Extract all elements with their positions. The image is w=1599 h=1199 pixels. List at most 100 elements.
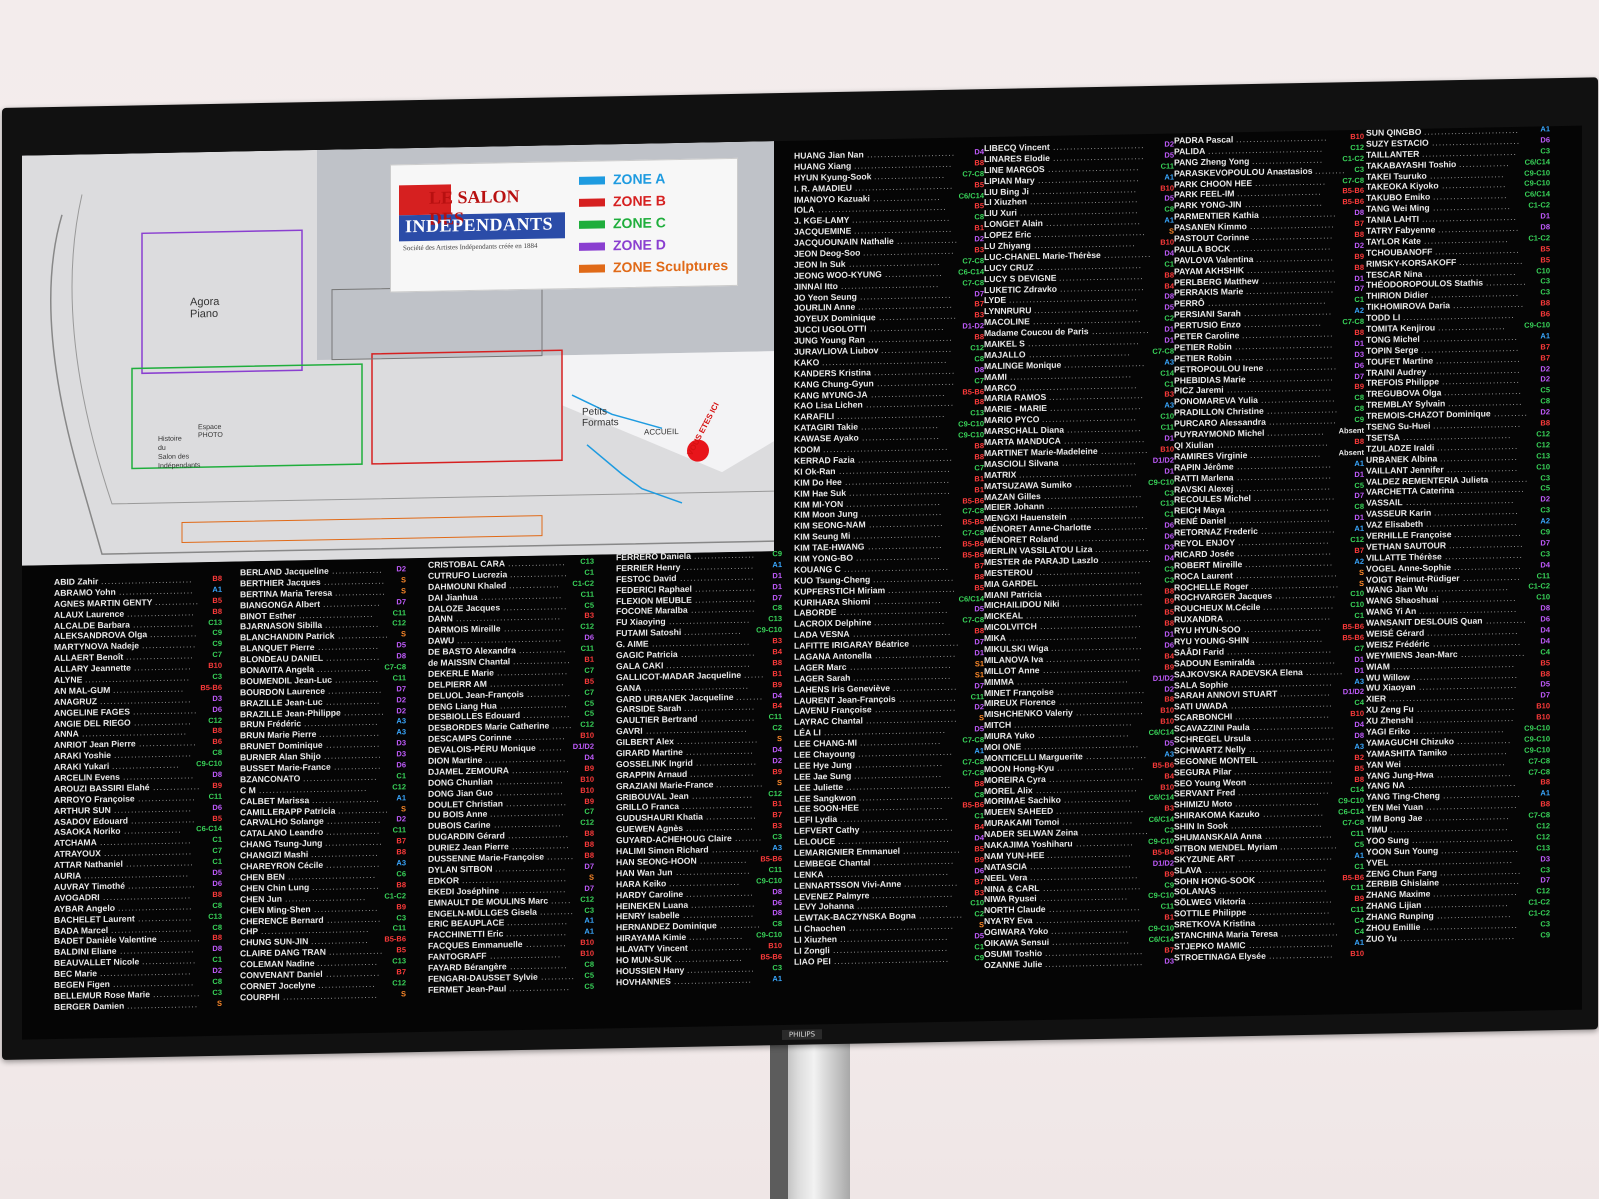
stand-code: B7	[974, 876, 984, 887]
stand-code: A1	[212, 584, 222, 594]
stand-code: S	[776, 777, 782, 787]
stand-code: B10	[1350, 948, 1364, 958]
exhibitor-name: PERRÔ	[1174, 298, 1205, 309]
exhibitor-name: MAIKEL S	[984, 338, 1025, 350]
stand-code: C1	[1354, 611, 1364, 621]
stand-code: D7	[772, 592, 782, 602]
stand-code: S	[400, 629, 406, 639]
stand-code: C12	[580, 818, 594, 828]
stand-code: B6	[212, 737, 222, 747]
stand-code: D1	[1164, 335, 1174, 345]
stand-code: C1-C2	[1528, 200, 1550, 210]
stand-code: C9-C10	[1524, 320, 1550, 330]
stand-code: C5	[584, 709, 594, 719]
stand-code: D2	[772, 755, 782, 766]
stand-code: C10	[970, 898, 984, 908]
logo-text-bottom: INDEPENDANTS	[405, 213, 554, 237]
stand-code: D4	[1164, 248, 1174, 258]
stand-code: D2	[1540, 407, 1550, 417]
stand-code: D2	[1164, 139, 1174, 149]
stand-code: D6	[396, 760, 406, 770]
stand-code: A3	[396, 716, 406, 726]
exhibitor-name: OZANNE Julie	[984, 958, 1043, 970]
stand-code: D6	[772, 897, 782, 907]
stand-code: A3	[1354, 676, 1364, 686]
exhibitor-name: TODD LI	[1366, 312, 1401, 323]
stand-code: A1	[1354, 523, 1364, 534]
stand-code: C2	[974, 909, 984, 919]
stand-code: B7	[772, 810, 782, 820]
stand-code: B5-B6	[1342, 632, 1364, 643]
exhibitor-name: XIER	[1366, 693, 1387, 705]
leader-dots: .............	[335, 673, 380, 685]
stand-code: C1	[1354, 861, 1364, 871]
salon-logo: LE SALON DES INDEPENDANTS Société des Ar…	[399, 182, 565, 252]
stand-code: S	[400, 586, 406, 596]
stand-code: D6	[1354, 360, 1364, 370]
stand-code: B7	[974, 299, 984, 309]
stand-code: C7-C8	[962, 256, 984, 266]
stand-code: D6	[212, 878, 222, 888]
stand-code: D7	[584, 861, 594, 871]
stand-code: D8	[974, 364, 984, 375]
zone-color-swatch	[579, 220, 605, 229]
stand-code: C12	[1536, 832, 1550, 842]
exhibitor-name: ALYNE	[54, 674, 83, 686]
stand-code: C3	[1540, 919, 1550, 929]
zone-label: ZONE A	[613, 170, 666, 188]
leader-dots: ..................	[509, 981, 570, 993]
stand-code: B5	[974, 179, 984, 190]
stand-code: C11	[392, 607, 406, 618]
exhibitor-name: BEC Marie	[54, 968, 97, 980]
stand-code: D6	[1164, 531, 1174, 541]
leader-dots: ............	[526, 938, 567, 950]
stand-code: B10	[1536, 701, 1550, 711]
stand-code: C7-C8	[384, 662, 406, 672]
leader-dots: ............	[344, 706, 385, 718]
stand-code: C6/C14	[1148, 814, 1174, 825]
stand-code: A1	[584, 916, 594, 926]
stand-code: B7	[1540, 352, 1550, 363]
stand-code: D1/D2	[1342, 687, 1364, 697]
zone-label: ZONE Sculptures	[613, 257, 729, 276]
stand-code: C6-C14	[196, 824, 222, 834]
stand-code: B5-B6	[1342, 186, 1364, 196]
stand-code: B1	[974, 484, 984, 494]
stand-code: B1	[772, 799, 782, 809]
stand-code: B8	[1354, 327, 1364, 338]
stand-code: D1	[1164, 629, 1174, 639]
stand-code: B10	[580, 937, 594, 948]
zone-label: ZONE C	[613, 214, 666, 232]
stand-code: B5-B6	[760, 853, 782, 864]
stand-code: D7	[584, 883, 594, 893]
leader-dots: .............	[919, 909, 964, 921]
exhibitor-name: LELOUCE	[794, 836, 836, 847]
stand-code: A3	[1164, 749, 1174, 759]
exhibitor-name: DANN	[428, 613, 453, 625]
stand-code: D8	[396, 651, 406, 661]
stand-code: B8	[212, 573, 222, 583]
stand-code: D2	[1164, 684, 1174, 694]
stand-code: C11	[1160, 901, 1174, 912]
stand-code: C3	[772, 832, 782, 842]
stand-code: C8	[212, 900, 222, 910]
exhibitor-column: HUANG Jian Nan..........................…	[794, 147, 984, 967]
stand-code: D2	[396, 694, 406, 705]
stand-code: D1/D2	[1152, 858, 1174, 868]
stand-code: D4	[1540, 636, 1550, 646]
stand-code: C6/C14	[1524, 156, 1550, 167]
stand-code: S	[400, 803, 406, 813]
leader-dots: ......	[551, 894, 572, 906]
stand-code: C9-C10	[1148, 890, 1174, 901]
stand-code: C13	[392, 956, 406, 966]
stand-code: D2	[1540, 494, 1550, 504]
stand-code: B8	[1354, 262, 1364, 272]
stand-code: C3	[1540, 276, 1550, 286]
stand-code: B1	[772, 668, 782, 679]
stand-code: B5-B6	[962, 800, 984, 810]
stand-code: B9	[1164, 662, 1174, 672]
stand-code: B9	[1164, 869, 1174, 879]
stand-code: D3	[212, 693, 222, 703]
exhibitor-name: BERGER Damien	[54, 1000, 125, 1012]
leader-dots: ............	[160, 933, 201, 945]
